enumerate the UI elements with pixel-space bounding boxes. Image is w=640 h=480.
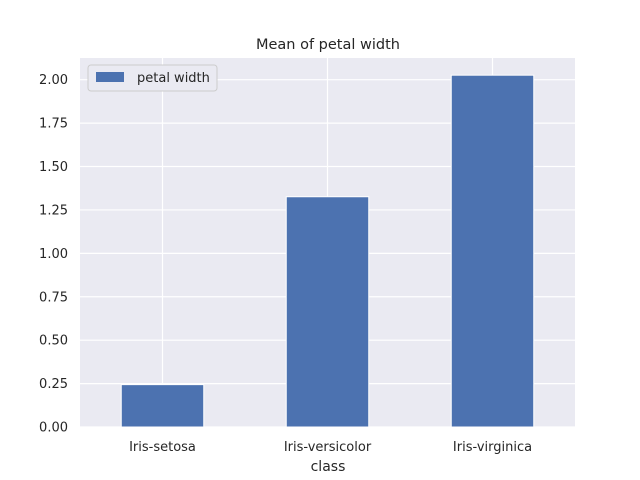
- bar-iris-versicolor: [285, 196, 370, 428]
- y-tick-label: 2.00: [39, 73, 68, 88]
- x-axis-label: class: [311, 459, 346, 475]
- x-tick-label: Iris-setosa: [129, 440, 196, 455]
- legend: petal width: [87, 64, 218, 92]
- legend-label: petal width: [137, 71, 210, 86]
- legend-swatch: [96, 72, 124, 82]
- x-axis-ticks: Iris-setosa Iris-versicolor Iris-virginica: [129, 440, 532, 455]
- y-tick-label: 0.75: [39, 290, 68, 305]
- y-axis-ticks: 0.00 0.25 0.50 0.75 1.00 1.25 1.50 1.75 2.00: [39, 73, 68, 435]
- y-tick-label: 1.00: [39, 247, 68, 262]
- y-tick-label: 1.25: [39, 203, 68, 218]
- bar-iris-virginica: [450, 74, 535, 428]
- x-tick-label: Iris-versicolor: [284, 440, 372, 455]
- y-tick-label: 0.00: [39, 421, 68, 436]
- y-tick-label: 1.75: [39, 117, 68, 132]
- bar-iris-setosa: [120, 384, 205, 428]
- y-tick-label: 0.25: [39, 377, 68, 392]
- bars: [120, 74, 535, 428]
- y-tick-label: 0.50: [39, 334, 68, 349]
- chart-title: Mean of petal width: [256, 37, 400, 53]
- legend-box: [87, 64, 218, 92]
- x-tick-label: Iris-virginica: [453, 440, 532, 455]
- y-tick-label: 1.50: [39, 160, 68, 175]
